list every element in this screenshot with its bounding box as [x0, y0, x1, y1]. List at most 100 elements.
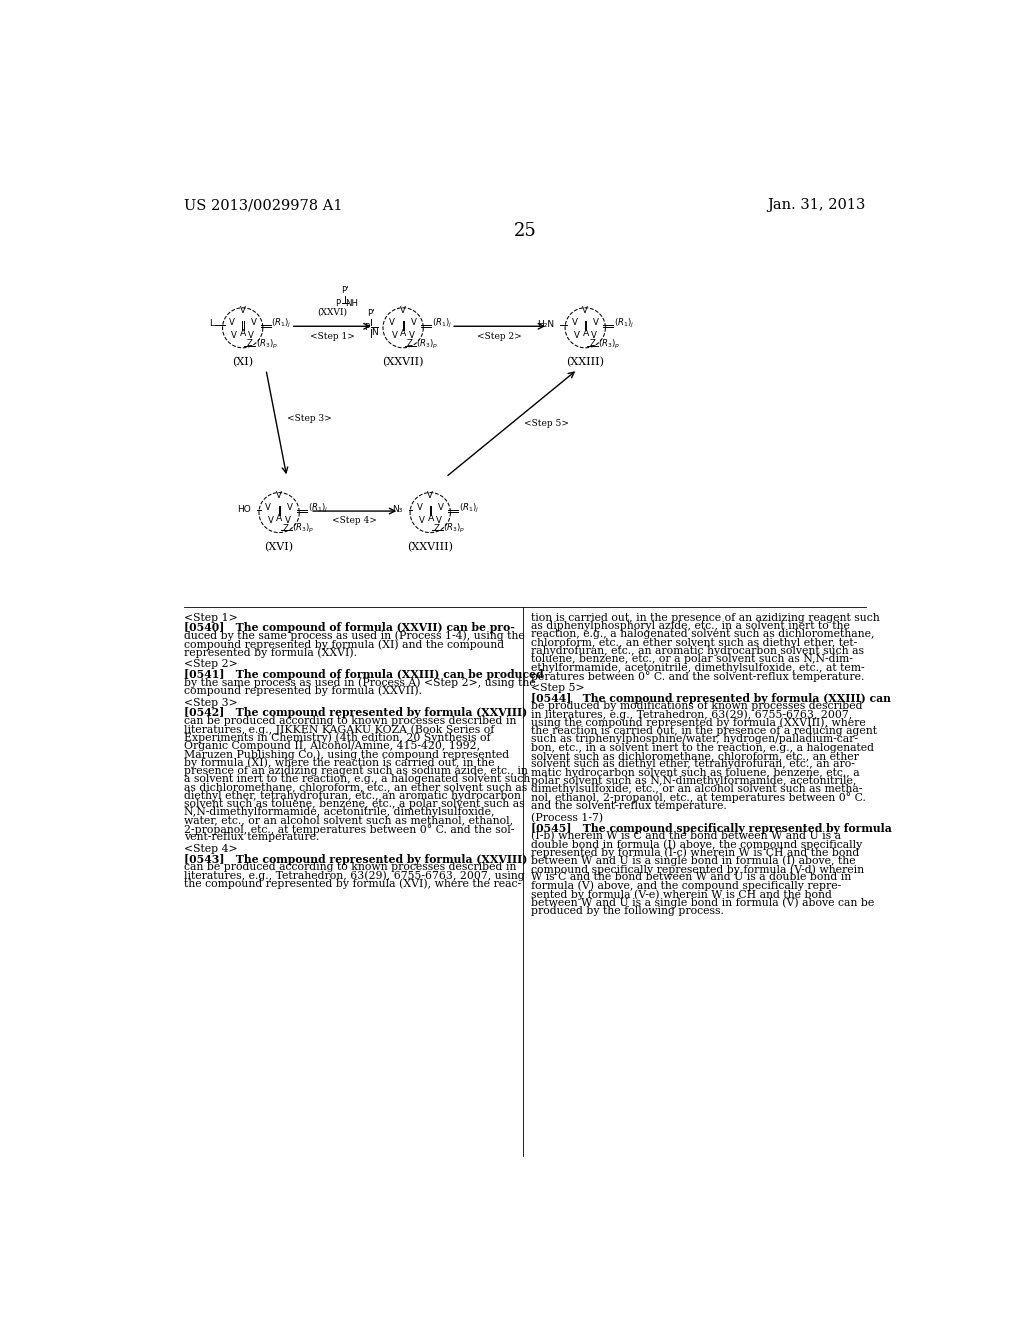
Text: V: V — [571, 318, 578, 327]
Text: [0541]   The compound of formula (XXIII) can be produced: [0541] The compound of formula (XXIII) c… — [183, 669, 544, 680]
Text: peratures between 0° C. and the solvent-reflux temperature.: peratures between 0° C. and the solvent-… — [531, 671, 864, 682]
Text: V: V — [285, 516, 291, 525]
Text: V: V — [265, 503, 271, 512]
Text: V: V — [419, 516, 425, 525]
Text: $(R_3)_p$: $(R_3)_p$ — [292, 523, 314, 536]
Text: W is C and the bond between W and U is a double bond in: W is C and the bond between W and U is a… — [531, 873, 851, 883]
Text: <Step 2>: <Step 2> — [477, 331, 522, 341]
Text: $(R_1)_j$: $(R_1)_j$ — [459, 502, 479, 515]
Text: solvent such as diethyl ether, tetrahydrofuran, etc., an aro-: solvent such as diethyl ether, tetrahydr… — [531, 759, 855, 770]
Text: the reaction is carried out, in the presence of a reducing agent: the reaction is carried out, in the pres… — [531, 726, 877, 737]
Text: ethylformamide, acetonitrile, dimethylsulfoxide, etc., at tem-: ethylformamide, acetonitrile, dimethylsu… — [531, 663, 864, 673]
Text: US 2013/0029978 A1: US 2013/0029978 A1 — [183, 198, 342, 213]
Text: by formula (XI), where the reaction is carried out, in the: by formula (XI), where the reaction is c… — [183, 758, 495, 768]
Text: $(R_1)_j$: $(R_1)_j$ — [308, 502, 329, 515]
Text: the compound represented by formula (XVI), where the reac-: the compound represented by formula (XVI… — [183, 879, 521, 890]
Text: literatures, e.g., JIKKEN KAGAKU KOZA (Book Series of: literatures, e.g., JIKKEN KAGAKU KOZA (B… — [183, 725, 495, 735]
Text: $(R_1)_j$: $(R_1)_j$ — [614, 317, 635, 330]
Text: L: L — [209, 319, 214, 329]
Text: can be produced according to known processes described in: can be produced according to known proce… — [183, 715, 516, 726]
Text: compound represented by formula (XI) and the compound: compound represented by formula (XI) and… — [183, 639, 504, 649]
Text: (XXIII): (XXIII) — [566, 358, 604, 367]
Text: using the compound represented by formula (XXVIII), where: using the compound represented by formul… — [531, 718, 865, 729]
Text: tion is carried out, in the presence of an azidizing reagent such: tion is carried out, in the presence of … — [531, 612, 880, 623]
Text: Z: Z — [434, 524, 440, 533]
Text: nol, ethanol, 2-propanol, etc., at temperatures between 0° C.: nol, ethanol, 2-propanol, etc., at tempe… — [531, 792, 866, 804]
Text: as diphenylphosphoryl azide, etc., in a solvent inert to the: as diphenylphosphoryl azide, etc., in a … — [531, 620, 850, 631]
Text: V: V — [583, 306, 588, 315]
Text: double bond in formula (I) above, the compound specifically: double bond in formula (I) above, the co… — [531, 840, 862, 850]
Text: <Step 3>: <Step 3> — [288, 414, 332, 424]
Text: HO: HO — [238, 506, 251, 513]
Text: (XI): (XI) — [232, 358, 253, 367]
Text: Jan. 31, 2013: Jan. 31, 2013 — [767, 198, 866, 213]
Text: A: A — [276, 515, 283, 523]
Text: $(R_3)_p$: $(R_3)_p$ — [598, 338, 621, 351]
Text: V: V — [427, 491, 433, 500]
Text: Experiments in Chemistry) (4th edition, 20 Synthesis of: Experiments in Chemistry) (4th edition, … — [183, 733, 490, 743]
Text: vent-reflux temperature.: vent-reflux temperature. — [183, 832, 319, 842]
Text: <Step 3>: <Step 3> — [183, 698, 238, 708]
Text: V: V — [411, 318, 417, 327]
Text: A: A — [240, 330, 247, 338]
Text: V: V — [248, 331, 254, 341]
Text: V: V — [436, 516, 441, 525]
Text: chloroform, etc., an ether solvent such as diethyl ether, tet-: chloroform, etc., an ether solvent such … — [531, 638, 857, 648]
Text: in literatures, e.g., Tetrahedron, 63(29), 6755-6763, 2007,: in literatures, e.g., Tetrahedron, 63(29… — [531, 709, 852, 719]
Text: P: P — [365, 322, 370, 331]
Text: <Step 1>: <Step 1> — [310, 331, 354, 341]
Text: compound specifically represented by formula (V-d) wherein: compound specifically represented by for… — [531, 865, 864, 875]
Text: diethyl ether, tetrahydrofuran, etc., an aromatic hydrocarbon: diethyl ether, tetrahydrofuran, etc., an… — [183, 791, 520, 801]
Text: [0544]   The compound represented by formula (XXIII) can: [0544] The compound represented by formu… — [531, 693, 891, 704]
Text: P': P' — [368, 309, 375, 318]
Text: compound represented by formula (XXVII).: compound represented by formula (XXVII). — [183, 685, 422, 696]
Text: [0545]   The compound specifically represented by formula: [0545] The compound specifically represe… — [531, 822, 892, 833]
Text: V: V — [389, 318, 395, 327]
Text: as dichloromethane, chloroform, etc., an ether solvent such as: as dichloromethane, chloroform, etc., an… — [183, 783, 527, 792]
Text: P': P' — [341, 286, 349, 296]
Text: can be produced according to known processes described in: can be produced according to known proce… — [183, 862, 516, 873]
Text: (XXVII): (XXVII) — [382, 358, 424, 367]
Text: Organic Compound II, Alcohol/Amine, 415-420, 1992,: Organic Compound II, Alcohol/Amine, 415-… — [183, 741, 480, 751]
Text: N₃: N₃ — [392, 506, 402, 513]
Text: <Step 4>: <Step 4> — [332, 516, 377, 525]
Text: V: V — [573, 331, 580, 341]
Text: between W and U is a single bond in formula (I) above, the: between W and U is a single bond in form… — [531, 855, 856, 866]
Text: N: N — [371, 327, 378, 337]
Text: duced by the same process as used in (Process 1-4), using the: duced by the same process as used in (Pr… — [183, 631, 524, 642]
Text: V: V — [591, 331, 597, 341]
Text: $(R_3)_p$: $(R_3)_p$ — [443, 523, 466, 536]
Text: V: V — [593, 318, 599, 327]
Text: literatures, e.g., Tetrahedron, 63(29), 6755-6763, 2007, using: literatures, e.g., Tetrahedron, 63(29), … — [183, 871, 524, 882]
Text: NH: NH — [345, 298, 357, 308]
Text: a solvent inert to the reaction, e.g., a halogenated solvent such: a solvent inert to the reaction, e.g., a… — [183, 774, 530, 784]
Text: produced by the following process.: produced by the following process. — [531, 906, 724, 916]
Text: solvent such as dichloromethane, chloroform, etc., an ether: solvent such as dichloromethane, chlorof… — [531, 751, 859, 760]
Text: H₂N: H₂N — [538, 321, 554, 329]
Text: P: P — [335, 298, 340, 308]
Text: V: V — [417, 503, 422, 512]
Text: [0540]   The compound of formula (XXVII) can be pro-: [0540] The compound of formula (XXVII) c… — [183, 622, 515, 634]
Text: V: V — [251, 318, 256, 327]
Text: (I-b) wherein W is C and the bond between W and U is a: (I-b) wherein W is C and the bond betwee… — [531, 830, 841, 841]
Text: 25: 25 — [513, 222, 537, 239]
Text: (XVI): (XVI) — [264, 543, 294, 552]
Text: V: V — [438, 503, 444, 512]
Text: [0542]   The compound represented by formula (XXVIII): [0542] The compound represented by formu… — [183, 708, 527, 718]
Text: V: V — [287, 503, 293, 512]
Text: $(R_3)_p$: $(R_3)_p$ — [417, 338, 438, 351]
Text: $(R_1)_j$: $(R_1)_j$ — [271, 317, 292, 330]
Text: $(R_1)_j$: $(R_1)_j$ — [432, 317, 453, 330]
Text: sented by formula (V-e) wherein W is CH and the bond: sented by formula (V-e) wherein W is CH … — [531, 890, 831, 900]
Text: Z: Z — [407, 339, 413, 348]
Text: V: V — [409, 331, 415, 341]
Text: (Process 1-7): (Process 1-7) — [531, 813, 603, 824]
Text: dimethylsulfoxide, etc., or an alcohol solvent such as metha-: dimethylsulfoxide, etc., or an alcohol s… — [531, 784, 862, 795]
Text: V: V — [391, 331, 397, 341]
Text: polar solvent such as N,N-dimethylformamide, acetonitrile,: polar solvent such as N,N-dimethylformam… — [531, 776, 856, 785]
Text: between W and U is a single bond in formula (V) above can be: between W and U is a single bond in form… — [531, 898, 874, 908]
Text: presence of an azidizing reagent such as sodium azide, etc., in: presence of an azidizing reagent such as… — [183, 766, 527, 776]
Text: <Step 5>: <Step 5> — [524, 418, 569, 428]
Text: water, etc., or an alcohol solvent such as methanol, ethanol,: water, etc., or an alcohol solvent such … — [183, 816, 513, 825]
Text: Z: Z — [589, 339, 595, 348]
